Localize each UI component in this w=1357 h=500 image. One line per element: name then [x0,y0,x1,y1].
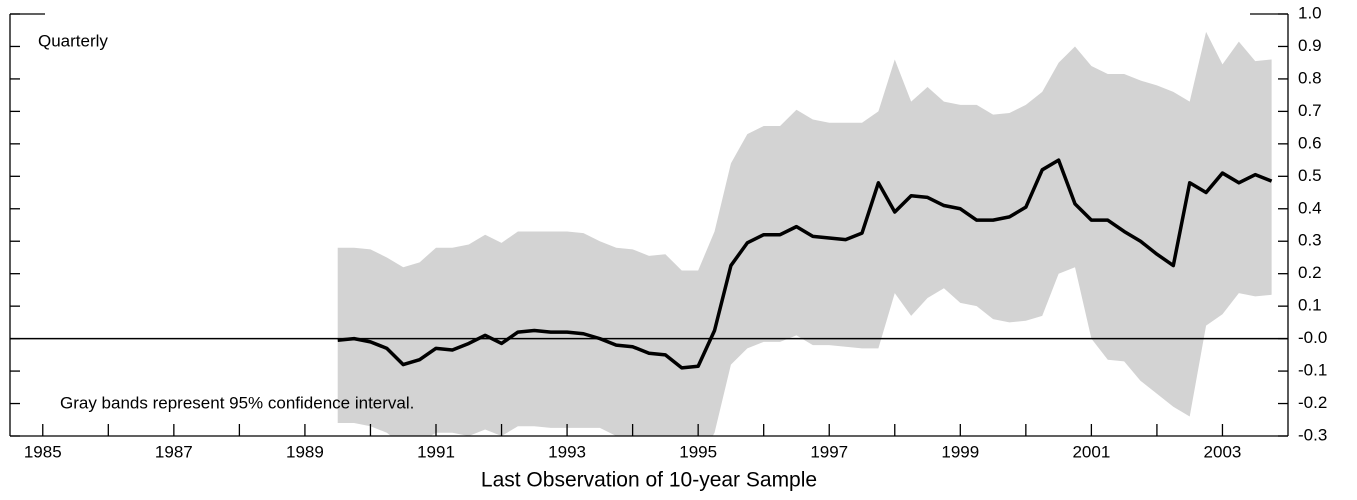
x-axis-title: Last Observation of 10-year Sample [481,469,817,492]
y-tick-label: 0.1 [1298,296,1322,315]
x-tick-label: 1989 [286,442,324,461]
band-layer [337,31,1272,436]
y-tick-label: -0.3 [1298,425,1327,444]
y-tick-label: -0.0 [1298,328,1327,347]
line [337,158,1273,370]
y-tick-label: 0.5 [1298,166,1322,185]
y-tick-label: 0.6 [1298,133,1322,152]
y-tick-label: 0.2 [1298,263,1322,282]
y-tick-label: 0.9 [1298,36,1322,55]
x-tick-label: 1997 [810,442,848,461]
annotation: Quarterly [38,31,108,50]
x-tick-label: 1987 [155,442,193,461]
confidence-band [337,31,1272,436]
x-tick-label: 2001 [1072,442,1110,461]
y-tick-label: 0.7 [1298,101,1322,120]
y-tick-label: 0.4 [1298,198,1322,217]
x-tick-label: 1993 [548,442,586,461]
y-tick-label: 0.8 [1298,68,1322,87]
x-tick-label: 2003 [1204,442,1242,461]
y-tick-label: -0.2 [1298,393,1327,412]
x-tick-label: 1995 [679,442,717,461]
x-tick-label: 1999 [941,442,979,461]
annotation: Gray bands represent 95% confidence inte… [60,393,414,412]
x-tick-label: 1985 [24,442,62,461]
y-tick-label: 0.3 [1298,231,1322,250]
y-tick-label: 1.0 [1298,3,1322,22]
x-tick-label: 1991 [417,442,455,461]
y-tick-label: -0.1 [1298,361,1327,380]
